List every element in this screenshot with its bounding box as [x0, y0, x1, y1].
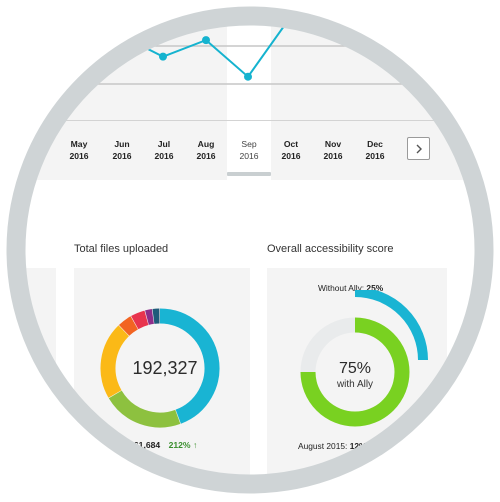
trend-line-chart: [0, 0, 500, 85]
files-prev-label: 2015:: [110, 440, 132, 450]
previous-score-value: 12%: [349, 441, 367, 451]
trend-point-6: [286, 13, 294, 22]
month-label-dec[interactable]: Dec 2016: [365, 139, 385, 161]
next-months-button[interactable]: [407, 137, 430, 160]
chevron-right-icon: [416, 144, 422, 153]
files-total: 192,327: [132, 358, 198, 378]
trend-point-8: [370, 0, 378, 8]
previous-card: [0, 268, 56, 502]
with-ally-label: with Ally: [336, 379, 374, 390]
files-prev-value: 61,684: [133, 440, 161, 450]
month-label-jun[interactable]: Jun 2016: [112, 139, 132, 161]
month-label-aug[interactable]: Aug 2016: [196, 139, 216, 161]
previous-score: August 2015: 12%: [298, 441, 366, 451]
month-label-oct[interactable]: Oct 2016: [281, 139, 301, 161]
files-change: 212% ↑: [168, 440, 198, 450]
score-center: 75% with Ally: [315, 360, 395, 390]
month-axis: [0, 120, 500, 121]
trend-point-5: [244, 72, 252, 81]
donut-segment-purple: [145, 309, 155, 325]
month-label-jul[interactable]: Jul 2016: [154, 139, 174, 161]
selected-month-indicator: [227, 172, 271, 176]
trend-point-3: [159, 52, 167, 61]
with-ally-value: 75%: [338, 360, 372, 377]
trend-point-2: [117, 31, 125, 40]
trend-point-4: [202, 36, 210, 45]
score-card-title: Overall accessibility score: [267, 243, 394, 255]
month-label-apr[interactable]: 2016: [30, 139, 50, 149]
files-comparison: 2015: 61,684 212% ↑: [110, 440, 197, 450]
trend-line: [78, 2, 375, 79]
previous-score-label: August 2015:: [298, 441, 348, 451]
trend-point-7: [328, 5, 336, 14]
donut-segment-green: [108, 390, 181, 428]
month-label-nov[interactable]: Nov 2016: [323, 139, 343, 161]
month-label-may[interactable]: May 2016: [69, 139, 89, 161]
donut-segment-red: [131, 310, 149, 330]
trend-point-1: [75, 40, 83, 49]
files-card-title: Total files uploaded: [74, 243, 169, 255]
donut-segment-orange: [118, 316, 139, 336]
month-label-sep[interactable]: Sep 2016: [239, 139, 259, 161]
